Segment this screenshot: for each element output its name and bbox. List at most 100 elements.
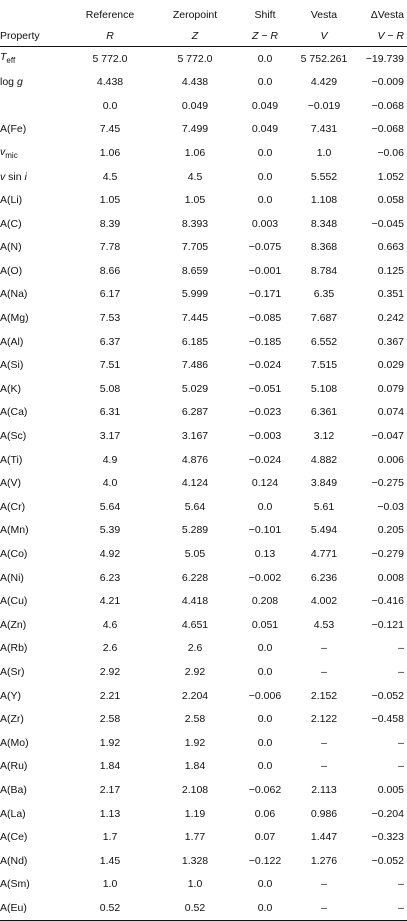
table-row: A(Sm) 1.0 1.0 0.0 – – <box>0 873 407 897</box>
cell-dvesta: 0.029 <box>377 359 404 372</box>
cell-shift: −0.122 <box>248 854 282 867</box>
cell-shift: 0.049 <box>251 123 279 136</box>
cell-zeropoint: 7.499 <box>181 123 209 136</box>
cell-dvesta: −19.739 <box>365 52 404 65</box>
cell-shift: 0.07 <box>254 831 276 844</box>
cell-shift: 0.124 <box>251 477 279 490</box>
cell-shift: 0.0 <box>257 170 273 183</box>
cell-dvesta: −0.204 <box>371 807 404 820</box>
cell-vesta: 5.61 <box>313 500 335 513</box>
cell-property: A(Co) <box>0 548 28 561</box>
table-row: A(V) 4.0 4.124 0.124 3.849 −0.275 <box>0 472 407 496</box>
cell-shift: 0.0 <box>257 194 273 207</box>
cell-shift: −0.002 <box>248 571 282 584</box>
cell-vesta: 4.771 <box>310 548 338 561</box>
table-row: A(Nd) 1.45 1.328 −0.122 1.276 −0.052 <box>0 849 407 873</box>
cell-property: log g <box>0 76 23 89</box>
cell-property <box>0 94 66 118</box>
header-shift: Shift <box>254 8 276 21</box>
cell-vesta: 6.552 <box>310 335 338 348</box>
cell-shift: 0.0 <box>257 713 273 726</box>
cell-reference: 7.53 <box>99 312 121 325</box>
cell-property: A(Al) <box>0 335 24 348</box>
cell-shift: −0.001 <box>248 264 282 277</box>
cell-dvesta: 0.205 <box>377 524 404 537</box>
table-row: 0.0 0.049 0.049 −0.019 −0.068 <box>0 94 407 118</box>
cell-reference: 2.17 <box>99 783 121 796</box>
cell-zeropoint: 1.77 <box>184 831 206 844</box>
header-zeropoint: Zeropoint <box>172 8 218 21</box>
cell-zeropoint: 1.0 <box>187 878 203 891</box>
cell-reference: 8.39 <box>99 217 121 230</box>
cell-property: A(Sc) <box>0 430 27 443</box>
cell-property: A(Y) <box>0 689 21 702</box>
cell-dvesta: −0.458 <box>371 713 404 726</box>
cell-reference: 2.58 <box>99 713 121 726</box>
table-row: A(Fe) 7.45 7.499 0.049 7.431 −0.068 <box>0 118 407 142</box>
cell-dvesta: – <box>398 760 404 773</box>
cell-dvesta: 0.008 <box>377 571 404 584</box>
cell-property: A(Ca) <box>0 406 28 419</box>
cell-dvesta: 0.242 <box>377 312 404 325</box>
cell-dvesta: 0.663 <box>377 241 404 254</box>
cell-property: A(Cu) <box>0 595 28 608</box>
cell-zeropoint: 4.651 <box>181 618 209 631</box>
table-row: A(Li) 1.05 1.05 0.0 1.108 0.058 <box>0 189 407 213</box>
cell-property: v sin i <box>0 170 27 183</box>
cell-vesta: 5.494 <box>310 524 338 537</box>
cell-shift: 0.0 <box>257 878 273 891</box>
cell-reference: 4.6 <box>102 618 118 631</box>
table-row: A(La) 1.13 1.19 0.06 0.986 −0.204 <box>0 802 407 826</box>
table-row: v sin i 4.5 4.5 0.0 5.552 1.052 <box>0 165 407 189</box>
cell-shift: −0.085 <box>248 312 282 325</box>
symbol-v: V <box>320 29 328 42</box>
cell-shift: −0.075 <box>248 241 282 254</box>
cell-property: A(V) <box>0 477 21 490</box>
cell-shift: 0.13 <box>254 548 276 561</box>
cell-property: A(Na) <box>0 288 28 301</box>
cell-zeropoint: 2.108 <box>181 783 209 796</box>
cell-shift: 0.0 <box>257 146 273 159</box>
cell-zeropoint: 4.418 <box>181 595 209 608</box>
cell-vesta: 0.986 <box>310 807 338 820</box>
cell-vesta: – <box>321 878 327 891</box>
cell-zeropoint: 8.659 <box>181 264 209 277</box>
cell-property: A(Ba) <box>0 783 27 796</box>
cell-property: A(Sm) <box>0 878 30 891</box>
cell-zeropoint: 6.228 <box>181 571 209 584</box>
cell-reference: 1.92 <box>99 736 121 749</box>
cell-reference: 1.45 <box>99 854 121 867</box>
table-body: Teff 5 772.0 5 772.0 0.0 5 752.261 −19.739 log… <box>0 47 407 921</box>
table-row: A(Mg) 7.53 7.445 −0.085 7.687 0.242 <box>0 307 407 331</box>
cell-zeropoint: 3.167 <box>181 430 209 443</box>
cell-dvesta: −0.052 <box>371 854 404 867</box>
table-row: A(Ba) 2.17 2.108 −0.062 2.113 0.005 <box>0 778 407 802</box>
cell-shift: −0.024 <box>248 359 282 372</box>
cell-vesta: 5.108 <box>310 382 338 395</box>
table-row: A(Zr) 2.58 2.58 0.0 2.122 −0.458 <box>0 708 407 732</box>
cell-property: A(Fe) <box>0 123 27 136</box>
cell-reference: 7.45 <box>99 123 121 136</box>
cell-property: A(Rb) <box>0 642 28 655</box>
cell-zeropoint: 5.05 <box>184 548 206 561</box>
cell-vesta: −0.019 <box>307 99 341 112</box>
cell-property: A(Mn) <box>0 524 29 537</box>
header-row-names: Reference Zeropoint Shift Vesta ΔVesta <box>0 0 407 26</box>
cell-shift: 0.0 <box>257 52 273 65</box>
cell-shift: 0.0 <box>257 642 273 655</box>
table-row: A(Ca) 6.31 6.287 −0.023 6.361 0.074 <box>0 401 407 425</box>
cell-reference: 6.31 <box>99 406 121 419</box>
symbol-z: Z <box>191 29 199 42</box>
cell-shift: −0.185 <box>248 335 282 348</box>
table-row: A(Cu) 4.21 4.418 0.208 4.002 −0.416 <box>0 590 407 614</box>
cell-zeropoint: 0.049 <box>181 99 209 112</box>
cell-shift: 0.0 <box>257 736 273 749</box>
cell-reference: 0.52 <box>99 901 121 914</box>
cell-vesta: 4.002 <box>310 595 338 608</box>
cell-dvesta: −0.416 <box>371 595 404 608</box>
cell-vesta: 1.108 <box>310 194 338 207</box>
cell-dvesta: 0.079 <box>377 382 404 395</box>
cell-vesta: – <box>321 736 327 749</box>
cell-shift: 0.0 <box>257 901 273 914</box>
cell-property: A(Zr) <box>0 713 24 726</box>
